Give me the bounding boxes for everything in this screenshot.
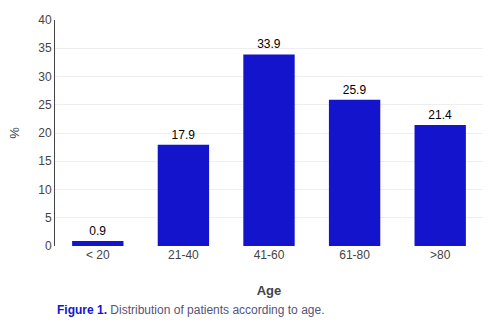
svg-text:33.9: 33.9 xyxy=(257,37,281,51)
svg-text:21-40: 21-40 xyxy=(168,248,199,262)
svg-text:>80: >80 xyxy=(430,248,451,262)
svg-text:21.4: 21.4 xyxy=(428,108,452,122)
svg-text:20: 20 xyxy=(38,126,52,140)
svg-text:5: 5 xyxy=(45,211,52,225)
svg-text:25.9: 25.9 xyxy=(343,83,367,97)
svg-text:< 20: < 20 xyxy=(86,248,110,262)
svg-text:17.9: 17.9 xyxy=(172,128,196,142)
svg-text:40: 40 xyxy=(38,13,52,27)
svg-text:Figure 1. Distribution of pati: Figure 1. Distribution of patients accor… xyxy=(57,303,324,317)
svg-text:%: % xyxy=(7,127,22,139)
svg-text:0: 0 xyxy=(45,239,52,253)
svg-text:30: 30 xyxy=(38,70,52,84)
svg-text:25: 25 xyxy=(38,98,52,112)
svg-text:41-60: 41-60 xyxy=(254,248,285,262)
svg-text:61-80: 61-80 xyxy=(339,248,370,262)
svg-text:10: 10 xyxy=(38,183,52,197)
svg-text:15: 15 xyxy=(38,154,52,168)
svg-text:Age: Age xyxy=(257,283,282,298)
svg-text:0.9: 0.9 xyxy=(89,224,106,238)
svg-text:35: 35 xyxy=(38,41,52,55)
